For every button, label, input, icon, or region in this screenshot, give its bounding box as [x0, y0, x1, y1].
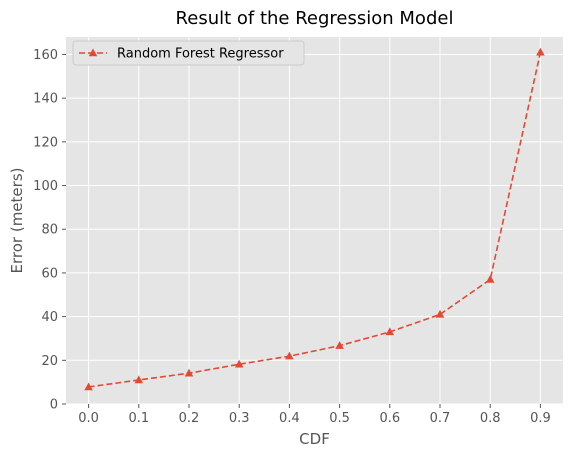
y-tick-label: 140: [33, 92, 58, 107]
x-tick-label: 0.7: [430, 411, 451, 426]
x-tick-label: 0.3: [229, 411, 250, 426]
series-layer: [84, 47, 545, 391]
y-tick-label: 60: [41, 266, 58, 281]
x-tick-label: 0.5: [329, 411, 350, 426]
legend-label: Random Forest Regressor: [117, 47, 284, 62]
grid: [66, 37, 563, 405]
x-tick-label: 0.9: [530, 411, 551, 426]
data-point-marker: [234, 359, 244, 368]
data-point-marker: [84, 382, 93, 391]
legend: Random Forest Regressor: [72, 40, 305, 66]
x-tick-label: 0.6: [379, 411, 400, 426]
chart-title: Result of the Regression Model: [176, 8, 454, 29]
axis-ticks: 0.0 0.1 0.2 0.3 0.4 0.5 0.6 0.7 0.8 0.9 0 20 40 60 80 1…: [33, 48, 551, 426]
y-tick-label: 80: [41, 223, 58, 238]
y-tick-label: 40: [41, 310, 58, 325]
data-point-marker: [435, 309, 445, 318]
y-tick-label: 160: [33, 48, 58, 63]
data-point-marker: [385, 327, 395, 336]
x-axis-title: CDF: [299, 430, 330, 448]
legend-marker-triangle: [88, 48, 98, 57]
x-tick-label: 0.8: [480, 411, 501, 426]
x-tick-label: 0.2: [179, 411, 200, 426]
y-axis-title: Error (meters): [8, 168, 26, 274]
x-tick-label: 0.0: [78, 411, 99, 426]
y-tick-label: 0: [50, 398, 58, 413]
data-point-marker: [335, 341, 344, 349]
series-line: [88, 52, 542, 388]
data-point-marker: [485, 274, 495, 283]
y-tick-label: 20: [41, 354, 58, 369]
y-tick-label: 100: [33, 179, 58, 194]
data-point-marker: [285, 351, 294, 360]
data-point-marker: [536, 47, 545, 56]
data-point-marker: [134, 375, 144, 384]
data-point-marker: [184, 368, 194, 377]
y-tick-label: 120: [33, 135, 58, 150]
x-tick-label: 0.1: [128, 411, 149, 426]
plot-area: [66, 37, 563, 404]
legend-box: [72, 40, 305, 66]
x-tick-label: 0.4: [279, 411, 300, 426]
